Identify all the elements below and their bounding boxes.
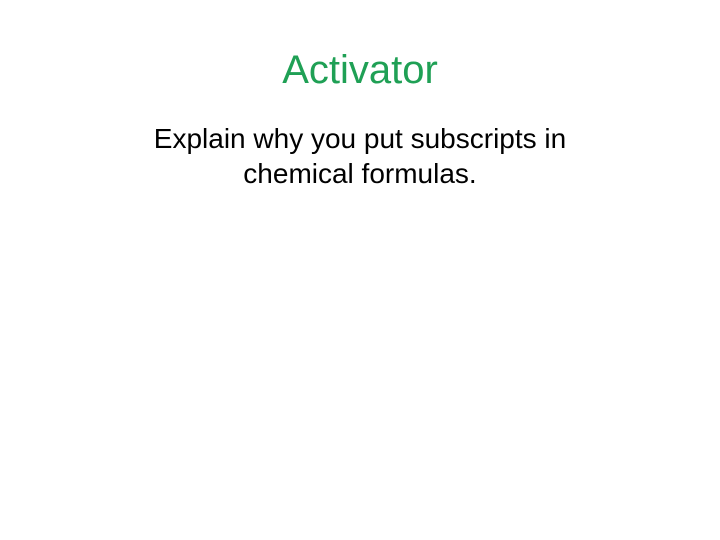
slide-body-text: Explain why you put subscripts in chemic…: [100, 121, 620, 191]
slide-title: Activator: [0, 48, 720, 93]
slide-container: Activator Explain why you put subscripts…: [0, 0, 720, 540]
